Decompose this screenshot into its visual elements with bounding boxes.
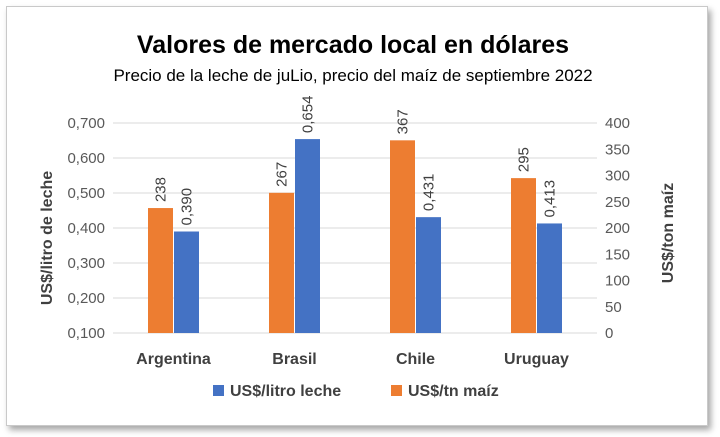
chart: Valores de mercado local en dólares Prec… — [39, 31, 677, 400]
right-tick-label: 100 — [605, 273, 630, 290]
legend: US$/litro leche US$/tn maíz — [213, 383, 499, 400]
left-axis-ticks: 0,100 0,200 0,300 0,400 0,500 0,600 0,700 — [67, 115, 105, 342]
right-axis-title: US$/ton maíz — [660, 183, 677, 283]
right-tick-label: 150 — [605, 246, 630, 263]
bar — [416, 217, 441, 333]
category-labels: Argentina Brasil Chile Uruguay — [136, 351, 569, 368]
right-tick-label: 300 — [605, 168, 630, 185]
bar — [269, 192, 294, 333]
bar — [390, 140, 415, 333]
right-tick-label: 0 — [605, 325, 613, 342]
left-tick-label: 0,300 — [67, 255, 105, 272]
legend-swatch — [213, 385, 224, 396]
right-tick-label: 50 — [605, 299, 622, 316]
chart-subtitle: Precio de la leche de juLio, precio del … — [113, 66, 592, 85]
data-labels: 238 0,390 267 0,654 367 0,431 295 0,413 — [153, 96, 559, 226]
right-tick-label: 400 — [605, 115, 630, 132]
category-label: Argentina — [136, 351, 211, 368]
chart-title: Valores de mercado local en dólares — [137, 31, 569, 59]
category-label: Chile — [396, 351, 435, 368]
bar — [511, 178, 536, 333]
right-axis-ticks: 0 50 100 150 200 250 300 350 400 — [605, 115, 630, 342]
left-tick-label: 0,700 — [67, 115, 105, 132]
left-tick-label: 0,200 — [67, 290, 105, 307]
category-label: Brasil — [272, 351, 316, 368]
bar — [174, 231, 199, 333]
bars — [148, 139, 562, 333]
category-label: Uruguay — [504, 351, 569, 368]
data-label: 238 — [153, 177, 170, 202]
left-tick-label: 0,600 — [67, 150, 105, 167]
right-tick-label: 250 — [605, 194, 630, 211]
left-tick-label: 0,100 — [67, 325, 105, 342]
bar — [148, 208, 173, 333]
left-axis-title: US$/litro de leche — [39, 171, 56, 305]
data-label: 267 — [274, 162, 291, 187]
legend-label: US$/tn maíz — [408, 383, 499, 400]
left-tick-label: 0,500 — [67, 185, 105, 202]
bar — [295, 139, 320, 333]
data-label: 295 — [516, 147, 533, 172]
legend-swatch — [391, 385, 402, 396]
legend-label: US$/litro leche — [230, 383, 341, 400]
chart-frame: Valores de mercado local en dólares Prec… — [6, 6, 708, 426]
right-tick-label: 350 — [605, 141, 630, 158]
data-label: 0,413 — [542, 180, 559, 218]
bar — [537, 223, 562, 333]
data-label: 0,654 — [300, 96, 317, 134]
data-label: 367 — [395, 109, 412, 134]
left-tick-label: 0,400 — [67, 220, 105, 237]
data-label: 0,390 — [179, 188, 196, 226]
right-tick-label: 200 — [605, 220, 630, 237]
data-label: 0,431 — [421, 174, 438, 212]
